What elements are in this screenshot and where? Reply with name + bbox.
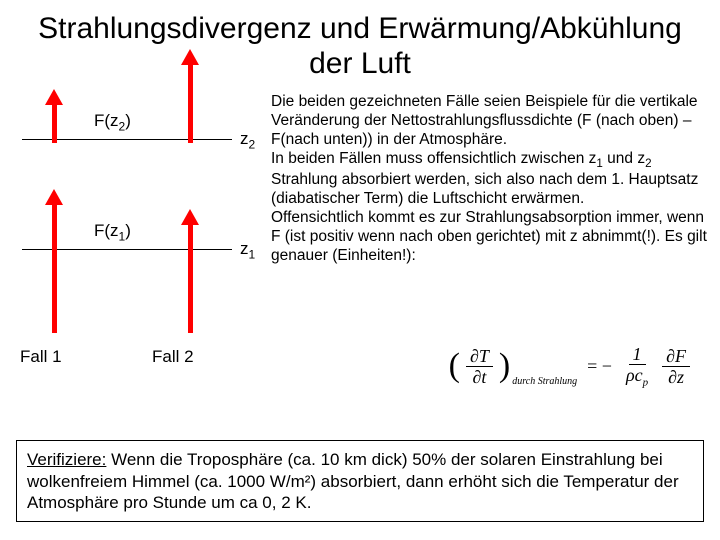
eq-rhs-a-den: ρcp <box>622 365 652 389</box>
body-paragraph: Die beiden gezeichneten Fälle seien Beis… <box>271 93 708 266</box>
eq-rhs-a-num: 1 <box>629 345 646 365</box>
verify-rest: Wenn die Troposphäre (ca. 10 km dick) 50… <box>27 450 679 512</box>
level-label-z1: z1 <box>240 239 255 261</box>
flux-label-z2: F(z2) <box>94 111 131 133</box>
diagram: F(z2) F(z1) z2 z1 Fall 1 Fall 2 <box>12 93 267 383</box>
eq-lhs-den: ∂t <box>469 367 491 386</box>
page-title: Strahlungsdivergenz und Erwärmung/Abkühl… <box>0 0 720 89</box>
eq-rhs-b-num: ∂F <box>662 347 690 367</box>
verify-box: Verifiziere: Wenn die Troposphäre (ca. 1… <box>16 440 704 522</box>
equation: ( ∂T ∂t ) durch Strahlung = − 1 ρcp ∂F ∂… <box>449 345 690 389</box>
eq-lhs-sub: durch Strahlung <box>512 376 577 387</box>
fall2-label: Fall 2 <box>152 347 194 367</box>
level-label-z2: z2 <box>240 129 255 151</box>
flux-label-z1: F(z1) <box>94 221 131 243</box>
content-row: F(z2) F(z1) z2 z1 Fall 1 Fall 2 Die bei <box>0 89 720 383</box>
body-text: Die beiden gezeichneten Fälle seien Beis… <box>267 93 708 383</box>
fall1-label: Fall 1 <box>20 347 62 367</box>
eq-rhs-b-den: ∂z <box>664 367 688 386</box>
verify-lead: Verifiziere: <box>27 450 106 469</box>
eq-lhs-num: ∂T <box>466 347 493 367</box>
